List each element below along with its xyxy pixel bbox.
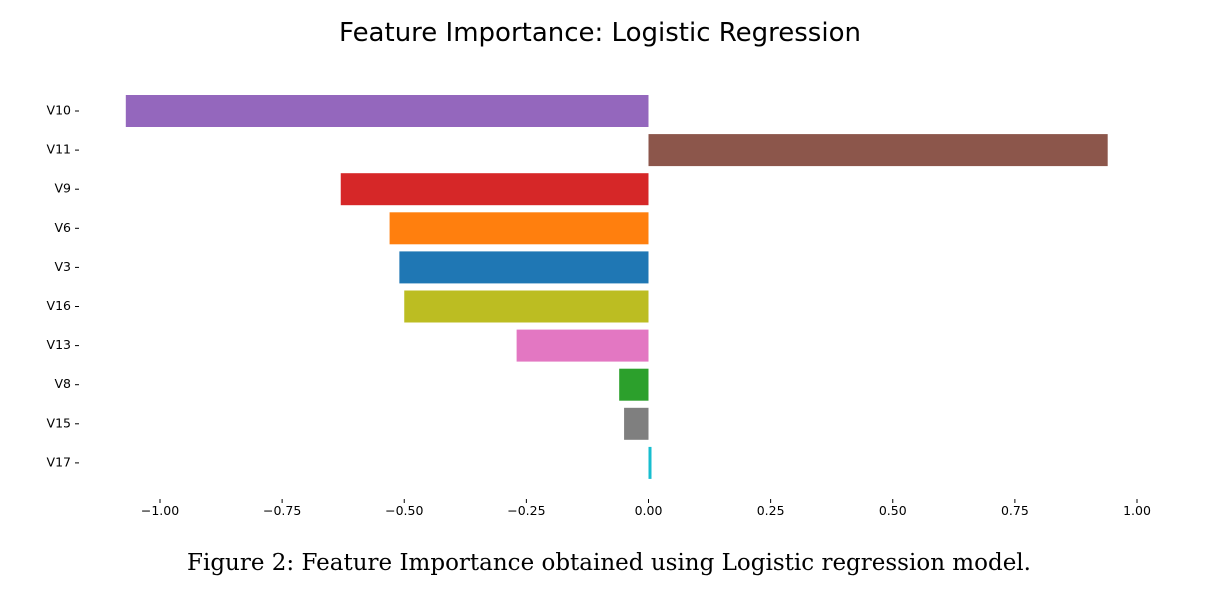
x-axis: −1.00 −0.75 −0.50 −0.25 0.00 0.25 0.50 0.75 1.00: [141, 499, 1151, 518]
x-tick-label: −0.75: [263, 503, 301, 518]
figure-caption: Figure 2: Feature Importance obtained us…: [187, 550, 1031, 576]
y-tick-label-v16: V16: [47, 298, 72, 313]
y-axis: V10 V11 V9 V6 V3 V16 V13 V8 V15 V17: [47, 103, 79, 469]
bar-v11: [648, 134, 1108, 167]
bar-v15: [624, 407, 649, 440]
bar-v8: [619, 368, 649, 401]
x-tick-label: 1.00: [1123, 503, 1151, 518]
bars-group: [125, 95, 1108, 479]
x-tick-label: 0.75: [1001, 503, 1029, 518]
x-tick-label: −0.25: [507, 503, 545, 518]
y-tick-label-v6: V6: [54, 220, 71, 235]
y-tick-label-v8: V8: [54, 376, 71, 391]
x-tick-label: 0.50: [879, 503, 907, 518]
bar-v13: [516, 329, 649, 362]
y-tick-label-v17: V17: [47, 454, 71, 469]
x-tick-label: −0.50: [385, 503, 423, 518]
y-tick-label-v11: V11: [47, 142, 71, 157]
bar-v17: [648, 446, 652, 479]
bar-v10: [125, 95, 649, 127]
y-tick-label-v3: V3: [54, 259, 71, 274]
y-tick-label-v9: V9: [54, 181, 71, 196]
bar-v6: [389, 212, 649, 245]
bar-v9: [340, 173, 649, 206]
bar-v16: [404, 290, 649, 323]
chart-title: Feature Importance: Logistic Regression: [339, 18, 861, 48]
bar-v3: [399, 251, 649, 284]
y-tick-label-v15: V15: [47, 415, 71, 430]
x-tick-label: −1.00: [141, 503, 179, 518]
y-tick-label-v10: V10: [47, 103, 72, 118]
x-tick-label: 0.25: [757, 503, 785, 518]
y-tick-label-v13: V13: [47, 337, 71, 352]
x-tick-label: 0.00: [635, 503, 663, 518]
